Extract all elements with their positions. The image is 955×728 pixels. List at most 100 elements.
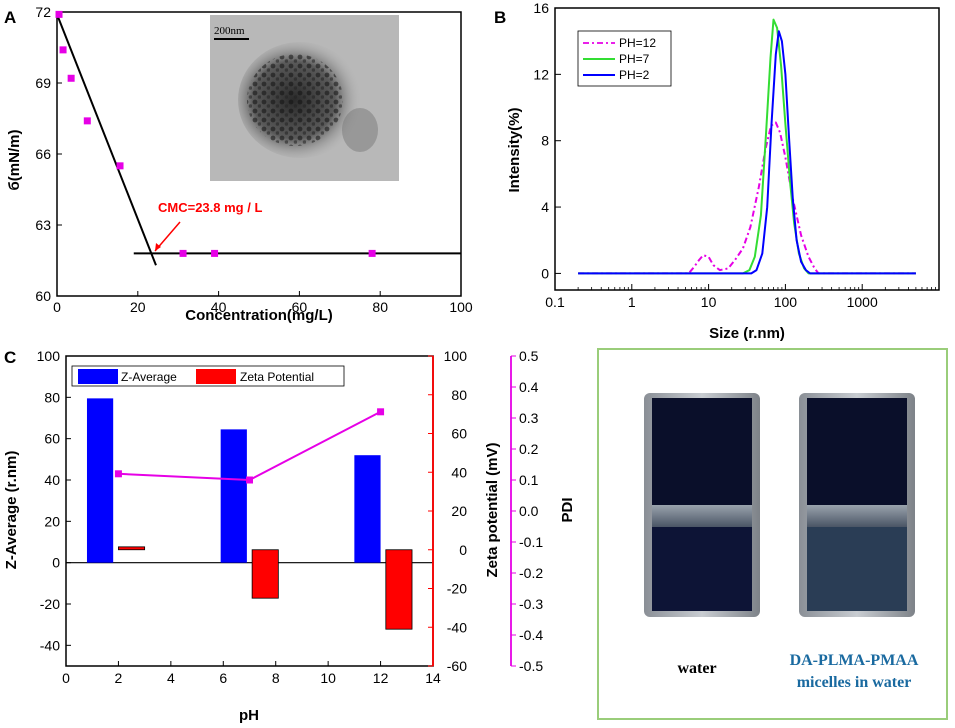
panel-c-left-tick-label: 0	[52, 555, 60, 571]
panel-b-y-tick-label: 16	[533, 0, 549, 16]
legend-label-zeta-potential: Zeta Potential	[240, 370, 314, 384]
tem-micelle-tail	[342, 108, 378, 152]
cmc-label: CMC=23.8 mg / L	[158, 200, 262, 215]
panel-b-frame	[554, 7, 940, 291]
panel-c-pdi-point	[377, 408, 385, 416]
panel-b-x-tick-label: 10	[701, 294, 717, 310]
panel-a-y-title: б(mN/m)	[6, 130, 23, 191]
legend-label-ph2: PH=2	[619, 68, 650, 82]
panel-b-y-title: Intensity(%)	[506, 107, 523, 192]
panel-letter-c: C	[4, 348, 16, 367]
panel-b-size-distribution-chart: 0.1 1 10 100 1000 0 4 8 12 16 PH=12 PH=7 PH=2 Siz…	[506, 0, 940, 342]
panel-a-data-point	[368, 249, 376, 257]
panel-c-x-tick-label: 0	[62, 670, 70, 686]
panel-b-x-tick-label: 1	[628, 294, 636, 310]
tem-micelle-particles	[247, 54, 343, 146]
panel-c-bar-z-average	[86, 398, 114, 563]
panel-c-bar-z-average	[220, 429, 247, 563]
panel-c-pdi-tick-label: 0.3	[519, 410, 539, 426]
panel-c-left-tick-label: 60	[44, 431, 60, 447]
panel-b-x-title: Size (r.nm)	[709, 325, 785, 342]
panel-letter-b: B	[494, 8, 506, 27]
legend-swatch-z-average	[78, 369, 118, 384]
panel-a-y-tick-label: 72	[35, 4, 51, 20]
panel-a-data-point	[179, 249, 187, 257]
panel-a-surface-tension-chart: 0 20 40 60 80 100 60 63 66 69 72 200nm	[6, 4, 473, 324]
panel-c-x-tick-label: 14	[425, 670, 441, 686]
cuvette-micelles-upper	[807, 398, 907, 510]
panel-a-x-tick-label: 60	[292, 299, 308, 315]
panel-c-x-tick-label: 6	[219, 670, 227, 686]
cuvette-water-lower	[652, 527, 752, 611]
cmc-annotation: CMC=23.8 mg / L	[154, 200, 262, 252]
panel-b-y-tick-label: 0	[541, 265, 549, 281]
panel-a-data-point	[116, 162, 124, 170]
panel-c-x-tick-label: 2	[115, 670, 123, 686]
panel-c-pdi-line	[118, 410, 382, 482]
legend-label-z-average: Z-Average	[121, 370, 177, 384]
panel-d-photo: water DA-PLMA-PMAA micelles in water	[597, 348, 948, 720]
cuvette-micelles	[799, 393, 915, 617]
cuvette-micelles-meniscus	[807, 505, 907, 527]
legend-label-ph7: PH=7	[619, 52, 650, 66]
panel-c-legend: Z-Average Zeta Potential	[71, 365, 345, 387]
panel-c-left-tick-label: 80	[44, 389, 60, 405]
panel-c-x-title: pH	[239, 707, 259, 724]
panel-a-data-point	[67, 74, 75, 82]
panel-c-pdi-tick-label: -0.4	[519, 627, 543, 643]
panel-c-zeta-tick-label: -20	[447, 581, 467, 597]
panel-b-legend: PH=12 PH=7 PH=2	[577, 30, 672, 87]
legend-swatch-zeta-potential	[196, 369, 236, 384]
panel-b-y-tick-label: 4	[541, 199, 549, 215]
panel-c-pdi-tick-label: 0.1	[519, 472, 539, 488]
panel-c-pdi-tick-label: -0.3	[519, 596, 543, 612]
panel-c-pdi-point	[114, 470, 122, 478]
panel-a-y-tick-label: 60	[35, 288, 51, 304]
panel-c-left-tick-label: -40	[40, 637, 60, 653]
panel-c-x-tick-label: 8	[272, 670, 280, 686]
panel-c-pdi-tick-label: -0.2	[519, 565, 543, 581]
panel-c-left-tick-label: -20	[40, 596, 60, 612]
panel-c-x-tick-label: 4	[167, 670, 175, 686]
panel-c-zeta-y-title: Zeta potential (mV)	[484, 442, 501, 577]
panel-c-bar-zeta-potential	[385, 549, 413, 630]
label-micelles-line2: micelles in water	[797, 674, 912, 691]
panel-a-y-tick-label: 63	[35, 217, 51, 233]
panel-c-ph-chart: 0 2 4 6 8 10 12 14 -40 -20 0 20 40 60 80 100 -60 -40 -20 0 2…	[3, 348, 576, 724]
panel-b-y-tick-label: 8	[541, 133, 549, 149]
panel-c-x-tick-label: 12	[373, 670, 389, 686]
panel-c-pdi-tick-label: 0.2	[519, 441, 539, 457]
cuvette-water-upper	[652, 398, 752, 510]
panel-a-fit-line	[56, 13, 157, 266]
panel-c-x-tick-label: 10	[320, 670, 336, 686]
panel-c-pdi-tick-label: 0.0	[519, 503, 539, 519]
panel-c-bar-z-average	[354, 455, 381, 563]
panel-c-zeta-tick-label: 0	[459, 542, 467, 558]
panel-a-data-point	[59, 46, 67, 54]
panel-a-data-point	[211, 249, 219, 257]
panel-c-zeta-tick-label: -40	[447, 619, 467, 635]
cmc-arrow-head	[155, 243, 161, 251]
panel-c-left-tick-label: 20	[44, 513, 60, 529]
panel-c-pdi-tick-label: -0.1	[519, 534, 543, 550]
panel-c-zeta-tick-label: -60	[447, 658, 467, 674]
panel-c-zeta-tick-label: 40	[451, 464, 467, 480]
cuvette-micelles-lower	[807, 527, 907, 611]
panel-b-x-tick-label: 1000	[847, 294, 878, 310]
legend-label-ph12: PH=12	[619, 36, 656, 50]
panel-b-y-tick-label: 12	[533, 66, 549, 82]
panel-c-pdi-tick-label: 0.4	[519, 379, 539, 395]
tem-scale-bar-label: 200nm	[214, 25, 245, 37]
panel-a-x-title: Concentration(mg/L)	[185, 307, 333, 324]
label-water: water	[677, 660, 716, 677]
panel-c-pdi-tick-label: -0.5	[519, 658, 543, 674]
tem-micrograph-inset: 200nm	[210, 15, 399, 181]
panel-c-pdi-y-title: PDI	[559, 497, 576, 522]
panel-b-series-ph2	[578, 30, 916, 275]
panel-b-x-tick-label: 0.1	[545, 294, 565, 310]
panel-a-data-point	[83, 117, 91, 125]
panel-c-zeta-tick-label: 60	[451, 426, 467, 442]
label-micelles-line1: DA-PLMA-PMAA	[790, 652, 919, 669]
panel-a-x-tick-label: 0	[53, 299, 61, 315]
